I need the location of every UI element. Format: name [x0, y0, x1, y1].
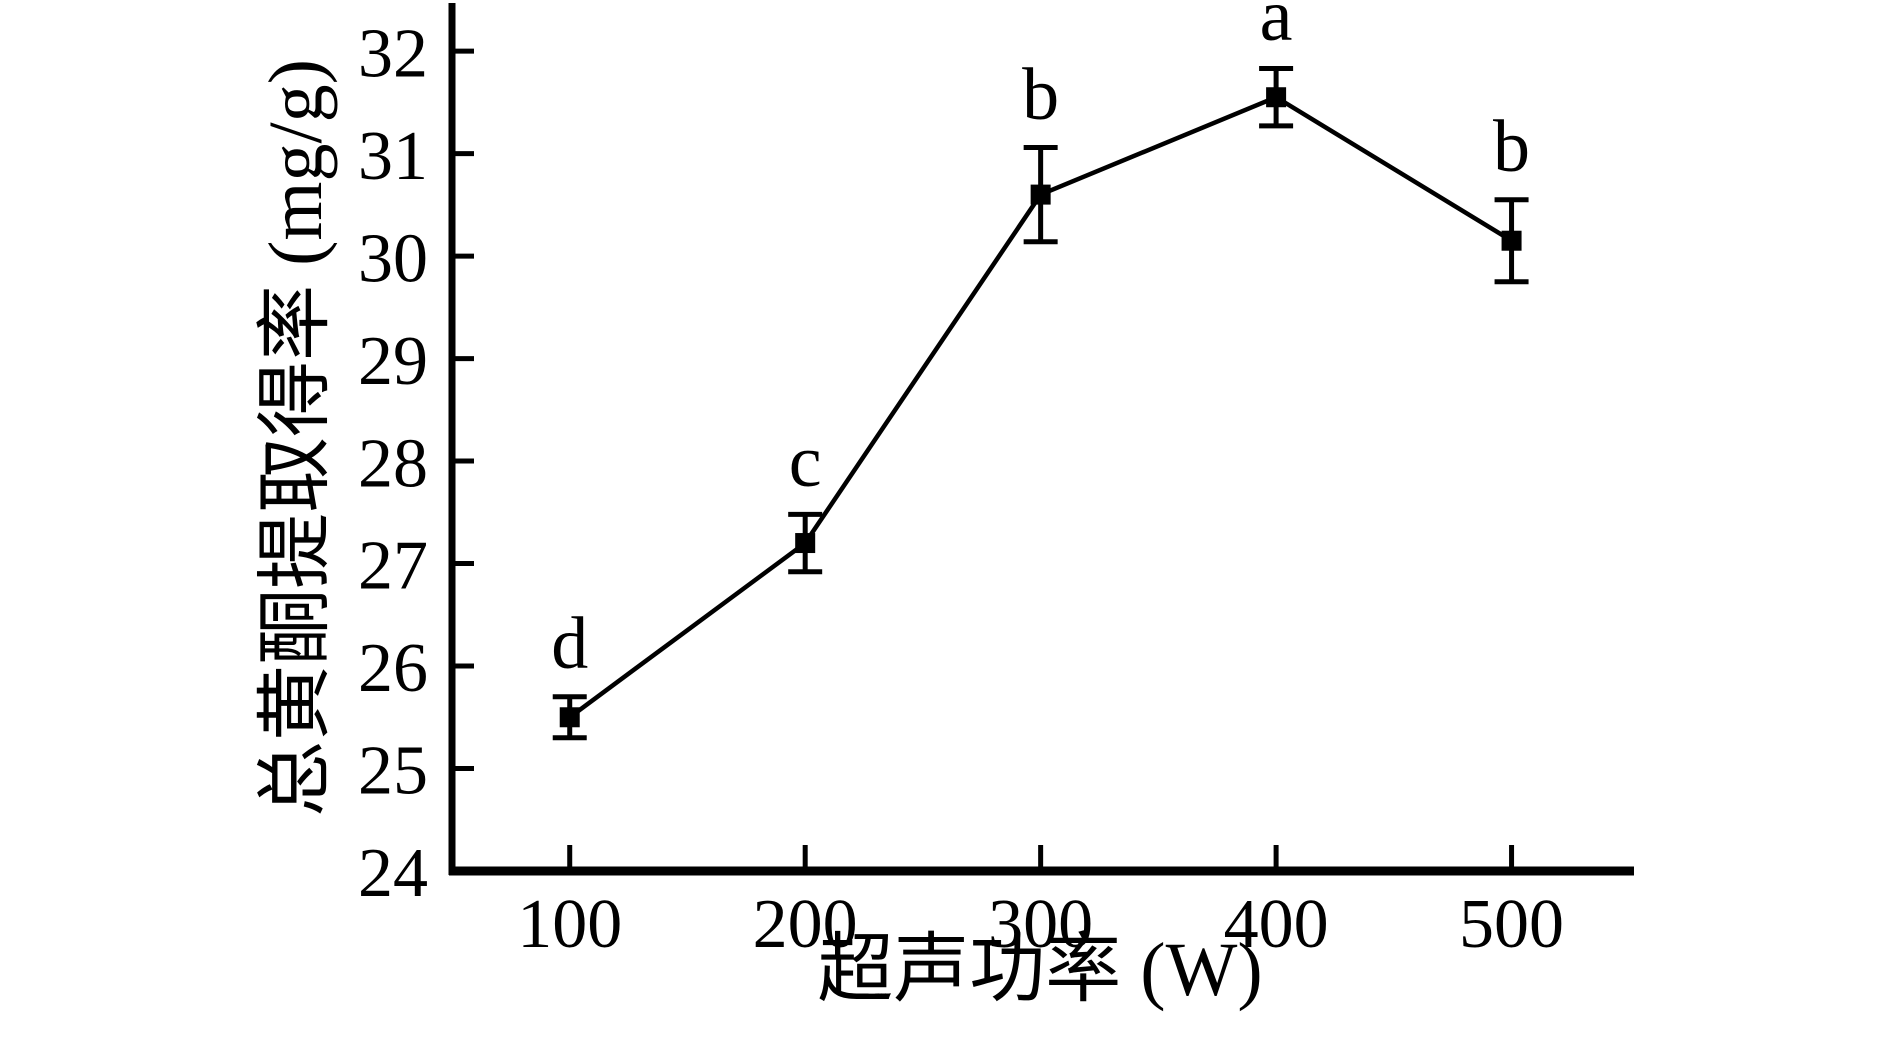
- y-tick-label: 30: [358, 220, 428, 297]
- significance-letter: b: [1493, 106, 1530, 188]
- y-tick-label: 28: [358, 425, 428, 502]
- y-tick-label: 26: [358, 630, 428, 707]
- y-axis-title: 总黄酮提取得率 (mg/g): [254, 59, 338, 817]
- x-axis-ticks: 100 200 300 400 500: [517, 845, 1564, 963]
- data-point-marker: [1030, 184, 1051, 205]
- y-tick-label: 27: [358, 528, 428, 605]
- x-axis-title: 超声功率 (W): [817, 928, 1262, 1012]
- significance-letters: d c b a b: [551, 0, 1530, 685]
- x-tick-label: 300: [988, 886, 1093, 963]
- significance-letter: b: [1022, 54, 1059, 136]
- y-tick-label: 29: [358, 323, 428, 400]
- x-tick-label: 100: [517, 886, 622, 963]
- significance-letter: a: [1260, 0, 1293, 57]
- significance-letter: d: [551, 603, 588, 685]
- markers: [559, 87, 1522, 728]
- y-tick-label: 31: [358, 118, 428, 195]
- y-tick-label: 32: [358, 15, 428, 92]
- x-tick-label: 500: [1459, 886, 1564, 963]
- data-point-marker: [559, 707, 580, 728]
- data-series: d c b a b: [551, 0, 1530, 741]
- axes: [448, 3, 1634, 876]
- y-tick-label: 25: [358, 733, 428, 810]
- x-tick-label: 200: [753, 886, 858, 963]
- y-axis-ticks: 24 25 26 27 28 29 30 31 32: [358, 15, 474, 912]
- y-tick-label: 24: [358, 835, 428, 912]
- data-point-marker: [1266, 87, 1287, 108]
- error-bars: [552, 66, 1529, 741]
- data-point-marker: [1501, 230, 1522, 251]
- x-tick-label: 400: [1224, 886, 1329, 963]
- data-point-marker: [795, 533, 816, 554]
- significance-letter: c: [789, 421, 822, 503]
